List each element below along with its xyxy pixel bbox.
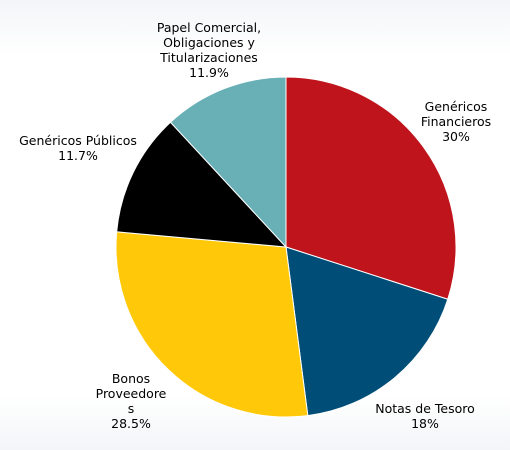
slice-label-genericos-publicos: Genéricos Públicos 11.7%: [0, 133, 156, 163]
slice-label-notas-de-tesoro: Notas de Tesoro 18%: [360, 401, 490, 431]
pie-slice-genéricos-financieros: [285, 76, 457, 300]
slice-name-line: Financieros: [420, 114, 492, 129]
slice-name-line: Papel Comercial,: [156, 20, 262, 35]
pie-slice-papel-comercial-obligaciones-y-titularizaciones: [169, 76, 287, 249]
slice-name-line: Proveedore: [95, 386, 167, 401]
pie-slice-notas-de-tesoro: [285, 246, 449, 417]
slice-value-label: 11.9%: [189, 65, 229, 80]
slice-value-label: 18%: [411, 416, 439, 431]
slice-value-label: 11.7%: [58, 148, 98, 163]
slice-name-line: Genéricos: [424, 99, 488, 114]
pie-slice-bonos-proveedores: [115, 231, 309, 418]
slice-name-line: Obligaciones y: [163, 35, 255, 50]
slice-name-line: Genéricos Públicos: [19, 133, 137, 148]
slice-value-label: 30%: [442, 129, 470, 144]
slice-value-label: 28.5%: [111, 416, 151, 431]
slice-name-line: s: [127, 401, 135, 416]
slice-label-papel-comercial: Papel Comercial, Obligaciones y Titulari…: [134, 20, 284, 80]
slice-name-line: Bonos: [111, 371, 151, 386]
pie-slice-genéricos-públicos: [116, 121, 288, 248]
slice-label-genericos-financieros: Genéricos Financieros 30%: [404, 99, 508, 144]
slice-label-bonos-proveedores: Bonos Proveedore s 28.5%: [86, 371, 176, 431]
slice-name-line: Titularizaciones: [160, 50, 258, 65]
slice-name-line: Notas de Tesoro: [375, 401, 475, 416]
